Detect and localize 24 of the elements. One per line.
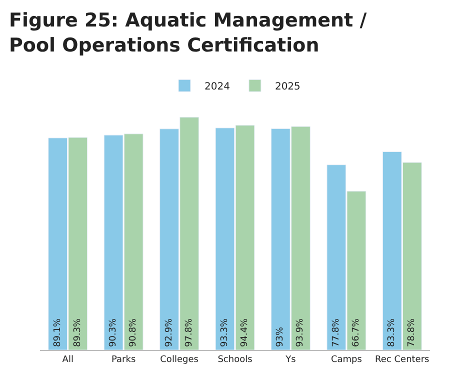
data-label: 93% xyxy=(276,326,286,347)
x-tick-label: Schools xyxy=(218,354,253,365)
x-tick-label: All xyxy=(62,354,74,365)
data-label: 83.3% xyxy=(387,318,398,347)
x-tick-label: Colleges xyxy=(160,354,199,365)
chart-title: Figure 25: Aquatic Management / Pool Operations Certification xyxy=(9,10,367,56)
data-label: 94.4% xyxy=(240,318,250,347)
data-label: 89.1% xyxy=(52,318,63,347)
data-label: 66.7% xyxy=(351,318,362,347)
data-label: 90.3% xyxy=(108,318,119,347)
legend-label: 2024 xyxy=(204,82,230,92)
data-label: 78.8% xyxy=(407,318,418,347)
data-label: 90.8% xyxy=(128,318,139,347)
legend-label: 2025 xyxy=(274,82,300,92)
data-label: 89.3% xyxy=(72,318,83,347)
data-label: 93.9% xyxy=(296,318,306,347)
data-label: 97.8% xyxy=(184,318,194,347)
data-label: 77.8% xyxy=(331,318,342,347)
x-tick-label: Rec Centers xyxy=(375,354,430,365)
x-tick-label: Ys xyxy=(284,354,296,365)
data-label: 93.3% xyxy=(220,318,230,347)
data-label: 92.9% xyxy=(164,318,174,347)
x-tick-label: Camps xyxy=(330,354,362,365)
x-tick-label: Parks xyxy=(112,354,136,365)
